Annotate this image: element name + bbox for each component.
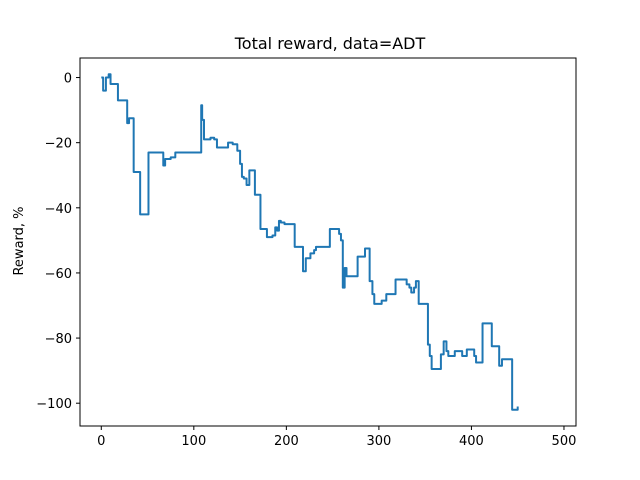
- x-tick-label-200: 200: [274, 434, 299, 449]
- series-line-0: [101, 73, 519, 411]
- plot-area: 0 100 200 300 400 500 0 −20 −40 −60 −80 −100: [36, 57, 577, 449]
- x-tick-label-100: 100: [181, 434, 206, 449]
- y-tick-label--100: −100: [36, 397, 72, 412]
- plot-frame: [79, 57, 577, 427]
- y-tick-label--60: −60: [45, 267, 72, 282]
- y-axis-label: Reward, %: [12, 206, 27, 275]
- y-tick-label-0: 0: [64, 72, 72, 87]
- chart-title: Total reward, data=ADT: [234, 34, 426, 53]
- x-tick-label-300: 300: [366, 434, 391, 449]
- x-tick-label-500: 500: [552, 434, 577, 449]
- x-tick-label-400: 400: [459, 434, 484, 449]
- y-tick-label--20: −20: [45, 137, 72, 152]
- y-tick-label--40: −40: [45, 202, 72, 217]
- y-tick-label--80: −80: [45, 332, 72, 347]
- x-tick-label-0: 0: [97, 434, 105, 449]
